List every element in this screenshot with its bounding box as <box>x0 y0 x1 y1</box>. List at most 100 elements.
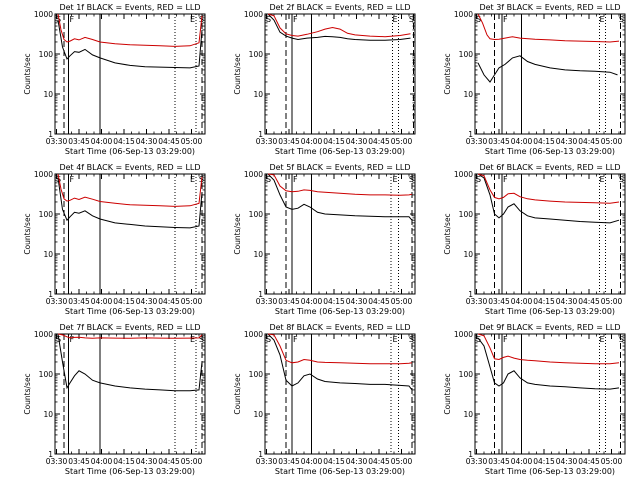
x-tick-label: 04:15 <box>113 457 135 466</box>
x-tick-label: 04:45 <box>578 457 600 466</box>
marker-label-start-2: S <box>409 175 414 184</box>
x-tick-label: 05:00 <box>601 297 623 306</box>
x-tick-label: 05:00 <box>391 457 413 466</box>
x-tick-label: 04:00 <box>301 457 323 466</box>
marker-label-start: S <box>476 175 481 184</box>
chart-panel-8: Det 8f BLACK = Events, RED = LLD S F E S 1 10 1… <box>233 323 416 476</box>
marker-label-end: E <box>392 15 397 24</box>
x-tick-label: 04:00 <box>91 297 113 306</box>
plot-frame <box>474 173 626 295</box>
x-tick-label: 03:30 <box>256 297 278 306</box>
y-axis-label: Counts/sec <box>233 53 242 94</box>
y-tick-label: 100 <box>459 210 474 219</box>
x-tick-label: 05:00 <box>391 297 413 306</box>
x-axis-label: Start Time (06-Sep-13 03:29:00) <box>65 307 195 316</box>
y-tick-label: 100 <box>459 370 474 379</box>
marker-label-start-2: S <box>409 335 414 344</box>
y-tick-label: 1000 <box>34 10 53 19</box>
y-tick-label: 1000 <box>454 330 473 339</box>
marker-label-start: S <box>266 15 271 24</box>
y-axis-label: Counts/sec <box>443 213 452 254</box>
x-tick-label: 03:45 <box>68 297 90 306</box>
x-tick-label: 03:30 <box>46 137 68 146</box>
events-series-line <box>267 173 413 221</box>
marker-label-flare: F <box>503 15 508 24</box>
x-tick-label: 04:30 <box>556 297 578 306</box>
y-tick-label: 1000 <box>34 170 53 179</box>
marker-label-flare: F <box>503 335 508 344</box>
y-tick-label: 1 <box>258 450 263 459</box>
y-tick-label: 10 <box>253 410 263 419</box>
plot-frame <box>474 13 626 135</box>
x-tick-label: 04:30 <box>346 457 368 466</box>
chart-panel-9: Det 9f BLACK = Events, RED = LLD S F E S 1 10 1… <box>443 323 626 476</box>
x-tick-label: 04:00 <box>511 297 533 306</box>
events-series-line <box>57 333 203 392</box>
events-series-line <box>267 333 413 391</box>
x-tick-label: 03:30 <box>466 137 488 146</box>
x-axis-label: Start Time (06-Sep-13 03:29:00) <box>65 467 195 476</box>
x-tick-label: 04:45 <box>368 457 390 466</box>
x-tick-label: 04:45 <box>368 137 390 146</box>
plot-frame <box>264 173 416 295</box>
y-axis-label: Counts/sec <box>443 373 452 414</box>
x-tick-label: 04:15 <box>323 297 345 306</box>
chart-title: Det 3f BLACK = Events, RED = LLD <box>479 3 620 12</box>
x-tick-label: 04:15 <box>533 457 555 466</box>
marker-label-flare: F <box>293 15 298 24</box>
chart-title: Det 6f BLACK = Events, RED = LLD <box>479 163 620 172</box>
events-series-line <box>267 13 411 41</box>
y-tick-label: 10 <box>253 90 263 99</box>
x-tick-label: 04:45 <box>158 297 180 306</box>
x-tick-label: 05:00 <box>181 137 203 146</box>
marker-label-start-2: S <box>409 15 414 24</box>
y-tick-label: 1000 <box>244 330 263 339</box>
marker-label-start-2: S <box>619 15 624 24</box>
x-tick-label: 04:30 <box>136 137 158 146</box>
x-tick-label: 05:00 <box>391 137 413 146</box>
x-tick-label: 03:30 <box>466 297 488 306</box>
y-axis-label: Counts/sec <box>233 373 242 414</box>
x-tick-label: 03:45 <box>488 137 510 146</box>
y-tick-label: 10 <box>43 90 53 99</box>
y-axis-label: Counts/sec <box>23 213 32 254</box>
x-tick-label: 04:30 <box>556 137 578 146</box>
chart-panel-6: Det 6f BLACK = Events, RED = LLD S F E S 1 10 1… <box>443 163 626 316</box>
x-tick-label: 04:00 <box>301 297 323 306</box>
y-axis-label: Counts/sec <box>23 53 32 94</box>
y-tick-label: 1 <box>48 130 53 139</box>
x-tick-label: 03:45 <box>68 457 90 466</box>
y-tick-label: 1 <box>48 450 53 459</box>
y-tick-label: 100 <box>39 210 54 219</box>
events-series-line <box>57 177 203 229</box>
y-tick-label: 1 <box>258 290 263 299</box>
marker-label-end: E <box>392 175 397 184</box>
plot-frame <box>264 333 416 455</box>
chart-title: Det 5f BLACK = Events, RED = LLD <box>269 163 410 172</box>
x-tick-label: 04:30 <box>136 297 158 306</box>
x-tick-label: 03:45 <box>68 137 90 146</box>
x-tick-label: 04:45 <box>368 297 390 306</box>
x-tick-label: 03:30 <box>46 457 68 466</box>
marker-label-start-2: S <box>619 335 624 344</box>
y-tick-label: 1000 <box>244 170 263 179</box>
x-tick-label: 03:30 <box>46 297 68 306</box>
y-tick-label: 1 <box>48 290 53 299</box>
x-tick-label: 04:15 <box>323 457 345 466</box>
events-series-line <box>477 55 618 83</box>
x-tick-label: 04:00 <box>301 137 323 146</box>
chart-title: Det 1f BLACK = Events, RED = LLD <box>59 3 200 12</box>
plot-frame <box>54 173 206 295</box>
x-tick-label: 05:00 <box>601 457 623 466</box>
y-tick-label: 10 <box>463 250 473 259</box>
chart-title: Det 7f BLACK = Events, RED = LLD <box>59 323 200 332</box>
x-tick-label: 04:45 <box>578 297 600 306</box>
lld-series-line <box>57 13 203 47</box>
chart-title: Det 9f BLACK = Events, RED = LLD <box>479 323 620 332</box>
x-tick-label: 03:30 <box>256 137 278 146</box>
plot-frame <box>54 13 206 135</box>
y-tick-label: 1000 <box>34 330 53 339</box>
